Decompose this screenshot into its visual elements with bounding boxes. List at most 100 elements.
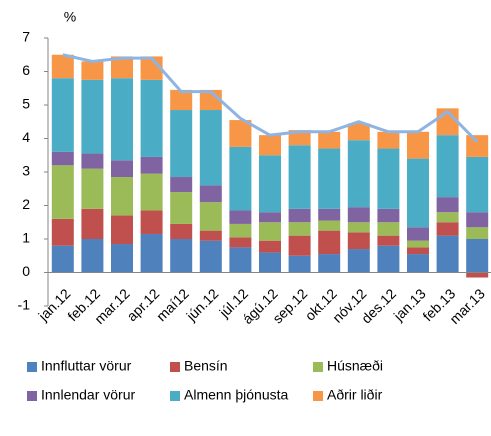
bar-segment [229, 146, 252, 211]
bar-segment [347, 140, 370, 208]
y-tick-label: 3 [22, 163, 30, 179]
bar-segment [51, 54, 74, 79]
bar-segment [466, 135, 489, 157]
bar-segment [51, 245, 74, 273]
bar-segment [170, 110, 193, 178]
x-tick-label: jún.12 [183, 285, 222, 324]
legend-swatch [170, 362, 180, 372]
bar-segment [199, 230, 222, 241]
bar-segment [170, 177, 193, 193]
bar-segment [377, 148, 400, 209]
bar-segment [170, 192, 193, 224]
bar-segment [81, 79, 104, 154]
bar-segment [111, 215, 133, 245]
bar-segment [347, 207, 370, 223]
bar-segment [436, 212, 459, 223]
legend-swatch [27, 391, 37, 401]
bar-segment [377, 222, 400, 236]
legend-label: Aðrir liðir [327, 387, 383, 403]
bar-segment [377, 235, 400, 246]
bar-segment [288, 235, 311, 256]
bar-segment [229, 237, 252, 248]
bar-segment [407, 227, 429, 241]
bar-segment [170, 89, 193, 111]
bar-segment [259, 240, 281, 253]
bar-segment [259, 135, 281, 156]
bar-segment [377, 208, 400, 223]
bar-segment [318, 220, 341, 231]
bar-segment [436, 135, 459, 198]
bar-segment [466, 272, 489, 278]
bar-segment [81, 153, 104, 169]
bar-segment [259, 212, 281, 223]
bar-segment [81, 239, 104, 273]
y-tick-label: 7 [22, 29, 30, 45]
bar-segment [199, 202, 222, 231]
bar-segment [170, 239, 193, 273]
bar-segment [81, 168, 104, 209]
y-tick-label: 1 [22, 230, 30, 246]
bar-segment [407, 158, 429, 228]
bar-segment [140, 233, 163, 273]
y-axis-label: % [64, 9, 76, 25]
bar-segment [140, 173, 163, 211]
bar-segment [288, 222, 311, 236]
bar-segment [229, 247, 252, 273]
bar-segment [288, 145, 311, 209]
x-tick-label: jan.12 [35, 285, 74, 324]
bar-segment [318, 208, 341, 221]
bar-segment [318, 230, 341, 255]
bar-segment [140, 79, 163, 157]
bar-segment [51, 78, 74, 152]
bar-segment [466, 239, 489, 273]
legend-label: Húsnæði [327, 358, 383, 374]
bar-segment [347, 222, 370, 233]
bar-segment [436, 235, 459, 273]
legend-swatch [27, 362, 37, 372]
bar-segment [407, 254, 429, 273]
total-line [62, 53, 479, 143]
y-tick-label: 0 [22, 263, 30, 279]
bar-segment [259, 252, 281, 273]
legend-swatch [170, 391, 180, 401]
x-tick-label: apr.12 [123, 285, 162, 324]
bar-segment [51, 218, 74, 246]
bar-segment [466, 227, 489, 239]
bar-segment [111, 56, 133, 79]
bar-segment [318, 131, 341, 149]
bar-segment [377, 245, 400, 273]
bar-segment [199, 110, 222, 186]
y-tick-label: -1 [18, 297, 31, 313]
bar-segment [140, 210, 163, 234]
legend-label: Innlendar vörur [41, 387, 136, 403]
bar-segment [377, 131, 400, 149]
bar-segment [318, 148, 341, 209]
bar-segment [111, 160, 133, 178]
bar-segment [466, 212, 489, 228]
bar-segment [347, 232, 370, 250]
bar-segment [318, 254, 341, 273]
legend-swatch [313, 391, 323, 401]
y-tick-label: 4 [22, 129, 30, 145]
bar-segment [466, 156, 489, 213]
bar-segment [229, 223, 252, 238]
bar-segment [199, 240, 222, 273]
bar-segment [140, 156, 163, 174]
bar-segment [111, 177, 133, 216]
bar-segment [407, 131, 429, 159]
bar-segment [170, 223, 193, 239]
legend-label: Bensín [184, 358, 228, 374]
bar-segment [51, 151, 74, 166]
bar-segment [407, 240, 429, 248]
bar-segment [229, 120, 252, 147]
y-tick-label: 5 [22, 96, 30, 112]
bar-segment [347, 123, 370, 141]
legend-label: Almenn þjónusta [184, 387, 289, 403]
y-tick-label: 6 [22, 62, 30, 78]
bar-segment [229, 210, 252, 224]
y-tick-label: 2 [22, 196, 30, 212]
x-tick-label: sep.12 [269, 285, 310, 326]
bar-segment [436, 197, 459, 213]
bar-segment [407, 247, 429, 255]
